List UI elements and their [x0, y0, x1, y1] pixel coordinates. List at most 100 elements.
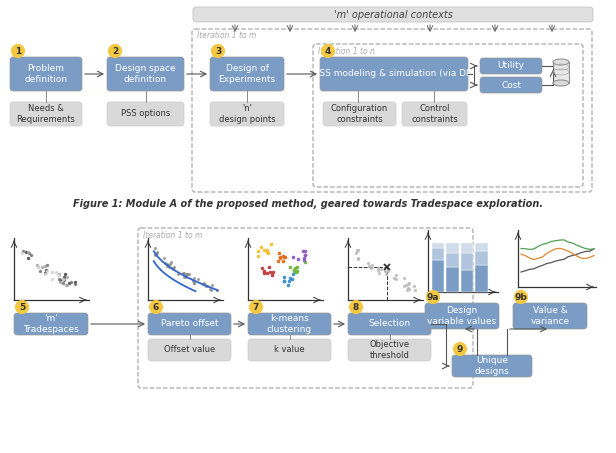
Point	[299, 255, 309, 262]
Point	[206, 287, 216, 294]
Point	[184, 271, 194, 278]
Text: Offset value: Offset value	[164, 346, 215, 355]
Point	[375, 270, 384, 277]
Point	[177, 269, 187, 276]
Point	[364, 263, 374, 270]
Point	[47, 276, 57, 283]
Text: Pareto offset: Pareto offset	[161, 319, 218, 328]
Point	[58, 276, 68, 283]
Point	[280, 253, 290, 260]
Point	[198, 280, 208, 288]
Point	[70, 280, 80, 288]
FancyBboxPatch shape	[425, 303, 499, 329]
Point	[41, 266, 51, 273]
Point	[353, 247, 363, 254]
Bar	[447, 253, 459, 267]
Point	[213, 287, 222, 294]
Point	[166, 259, 176, 266]
Bar	[432, 260, 444, 292]
Point	[409, 283, 419, 290]
Point	[300, 252, 310, 259]
Point	[286, 274, 296, 281]
Point	[36, 267, 46, 275]
Point	[188, 280, 198, 287]
Text: 9: 9	[457, 344, 463, 353]
Text: 4: 4	[325, 47, 331, 56]
Circle shape	[322, 44, 334, 58]
Text: Value &
variance: Value & variance	[530, 306, 570, 326]
Point	[352, 246, 362, 253]
Point	[291, 268, 301, 275]
Point	[63, 280, 73, 287]
Point	[208, 281, 217, 288]
Circle shape	[426, 290, 439, 304]
Circle shape	[453, 342, 466, 356]
Point	[40, 262, 50, 270]
Point	[42, 267, 52, 275]
Text: Problem
definition: Problem definition	[25, 64, 68, 84]
Text: 1: 1	[15, 47, 21, 56]
Point	[40, 270, 50, 278]
Point	[278, 274, 288, 281]
Point	[18, 247, 28, 254]
Point	[164, 264, 174, 271]
Point	[256, 243, 265, 251]
Point	[373, 264, 383, 271]
Text: 'n'
design points: 'n' design points	[219, 104, 275, 124]
FancyBboxPatch shape	[193, 7, 593, 22]
Text: Figure 1: Module A of the proposed method, geared towards Tradespace exploration: Figure 1: Module A of the proposed metho…	[73, 199, 543, 209]
Point	[253, 247, 263, 254]
Point	[24, 250, 34, 257]
Point	[179, 274, 189, 281]
Point	[169, 265, 179, 273]
Point	[259, 270, 269, 277]
Point	[23, 249, 33, 256]
Point	[165, 260, 175, 268]
Point	[51, 269, 61, 276]
Point	[55, 279, 65, 286]
Point	[280, 277, 290, 284]
Text: 9b: 9b	[514, 293, 527, 302]
Point	[150, 251, 160, 258]
FancyBboxPatch shape	[148, 339, 231, 361]
Point	[367, 261, 377, 268]
Point	[23, 255, 33, 262]
Point	[189, 280, 199, 287]
Point	[262, 270, 272, 277]
Bar	[461, 253, 473, 270]
Point	[283, 281, 293, 288]
Point	[299, 248, 309, 255]
Point	[404, 280, 414, 287]
Point	[60, 282, 70, 289]
Point	[58, 279, 68, 286]
Point	[259, 246, 269, 253]
Point	[264, 264, 274, 271]
Bar	[475, 265, 488, 292]
Point	[38, 264, 47, 271]
Point	[401, 281, 411, 288]
Point	[283, 278, 293, 285]
Point	[17, 249, 27, 256]
FancyBboxPatch shape	[10, 102, 82, 126]
FancyBboxPatch shape	[107, 57, 184, 91]
FancyBboxPatch shape	[248, 313, 331, 335]
Text: Objective
threshold: Objective threshold	[370, 340, 410, 360]
Point	[288, 271, 298, 278]
Point	[152, 250, 161, 257]
FancyBboxPatch shape	[452, 355, 532, 377]
Circle shape	[349, 300, 362, 313]
Point	[150, 251, 160, 258]
FancyBboxPatch shape	[10, 57, 82, 91]
Bar	[432, 243, 444, 248]
Text: Needs &
Requirements: Needs & Requirements	[17, 104, 75, 124]
Text: Selection: Selection	[368, 319, 410, 328]
Point	[47, 269, 57, 276]
Bar	[475, 243, 488, 251]
Text: Configuration
constraints: Configuration constraints	[331, 104, 388, 124]
Point	[404, 285, 414, 293]
Point	[266, 240, 276, 247]
Point	[163, 261, 173, 269]
FancyBboxPatch shape	[348, 313, 431, 335]
Text: 6: 6	[153, 303, 159, 312]
Point	[354, 255, 363, 262]
